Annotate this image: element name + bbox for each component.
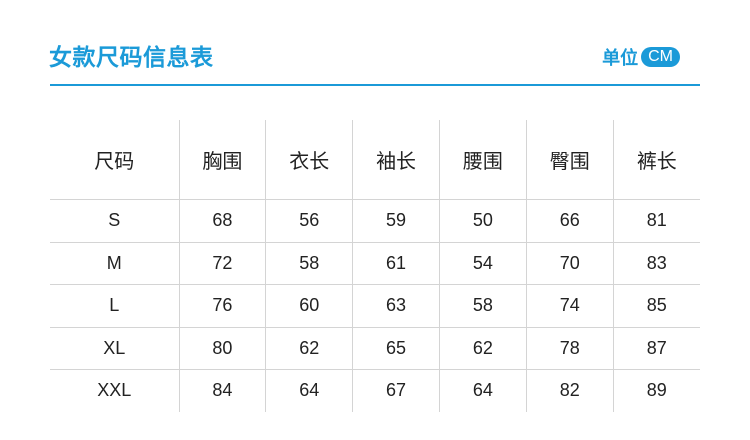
column-header: 臀围 bbox=[525, 120, 614, 200]
measurement-cell: 58 bbox=[265, 241, 353, 285]
measurement-cell: 85 bbox=[612, 284, 700, 327]
measurement-cell: 64 bbox=[265, 369, 353, 412]
column-header: 腰围 bbox=[438, 120, 527, 200]
measurement-cell: 74 bbox=[525, 284, 614, 327]
size-cell: XXL bbox=[50, 369, 179, 412]
measurement-cell: 59 bbox=[352, 199, 440, 242]
size-cell: M bbox=[50, 241, 179, 285]
measurement-cell: 80 bbox=[178, 326, 266, 370]
unit-label: 单位 bbox=[602, 48, 639, 68]
measurement-cell: 54 bbox=[438, 241, 527, 285]
measurement-cell: 87 bbox=[612, 326, 700, 370]
measurement-cell: 72 bbox=[178, 241, 266, 285]
table-row: M 72 58 61 54 70 83 bbox=[50, 241, 700, 285]
measurement-cell: 56 bbox=[265, 199, 353, 242]
measurement-cell: 82 bbox=[525, 369, 614, 412]
measurement-cell: 63 bbox=[352, 284, 440, 327]
measurement-cell: 66 bbox=[525, 199, 614, 242]
measurement-cell: 70 bbox=[525, 241, 614, 285]
measurement-cell: 89 bbox=[612, 369, 700, 412]
title-divider bbox=[50, 84, 700, 86]
table-header-row: 尺码 胸围 衣长 袖长 腰围 臀围 裤长 bbox=[50, 120, 700, 200]
column-header: 裤长 bbox=[612, 120, 700, 200]
measurement-cell: 81 bbox=[612, 199, 700, 242]
table-row: XXL 84 64 67 64 82 89 bbox=[50, 369, 700, 412]
table-row: XL 80 62 65 62 78 87 bbox=[50, 326, 700, 370]
measurement-cell: 61 bbox=[352, 241, 440, 285]
measurement-cell: 84 bbox=[178, 369, 266, 412]
size-table: 尺码 胸围 衣长 袖长 腰围 臀围 裤长 S 68 56 59 50 66 81 M 72 58 61 54 70 8… bbox=[50, 120, 700, 412]
column-header: 胸围 bbox=[178, 120, 266, 200]
column-header: 衣长 bbox=[265, 120, 353, 200]
measurement-cell: 76 bbox=[178, 284, 266, 327]
measurement-cell: 67 bbox=[352, 369, 440, 412]
measurement-cell: 58 bbox=[438, 284, 527, 327]
measurement-cell: 50 bbox=[438, 199, 527, 242]
measurement-cell: 78 bbox=[525, 326, 614, 370]
measurement-cell: 83 bbox=[612, 241, 700, 285]
measurement-cell: 62 bbox=[438, 326, 527, 370]
column-header: 尺码 bbox=[94, 151, 135, 173]
measurement-cell: 60 bbox=[265, 284, 353, 327]
page-title: 女款尺码信息表 bbox=[49, 44, 214, 70]
measurement-cell: 68 bbox=[178, 199, 266, 242]
table-row: L 76 60 63 58 74 85 bbox=[50, 284, 700, 327]
measurement-cell: 62 bbox=[265, 326, 353, 370]
column-header: 袖长 bbox=[352, 120, 440, 200]
size-cell: L bbox=[50, 284, 179, 327]
unit-indicator: 单位 CM bbox=[602, 44, 680, 70]
size-cell: S bbox=[50, 199, 179, 242]
table-row: S 68 56 59 50 66 81 bbox=[50, 199, 700, 242]
measurement-cell: 65 bbox=[352, 326, 440, 370]
size-cell: XL bbox=[50, 326, 179, 370]
measurement-cell: 64 bbox=[438, 369, 527, 412]
unit-badge: CM bbox=[641, 47, 680, 67]
